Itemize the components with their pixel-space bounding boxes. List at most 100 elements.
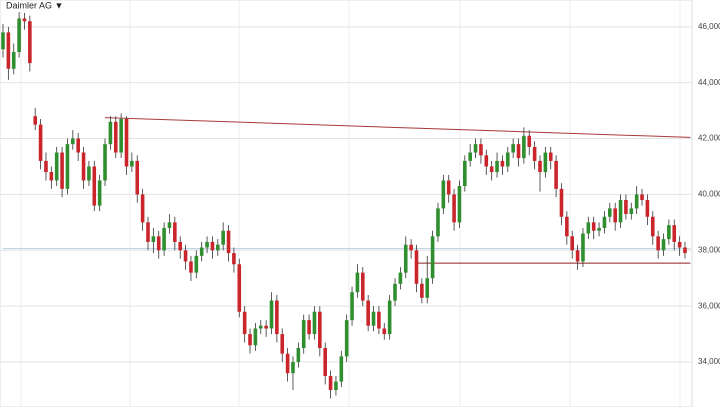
candle-body bbox=[403, 244, 408, 273]
candle-body bbox=[414, 250, 419, 284]
candle-body bbox=[463, 160, 467, 187]
candle-body bbox=[221, 230, 225, 245]
candle-body bbox=[597, 227, 601, 231]
candle-body bbox=[554, 160, 558, 189]
candle-body bbox=[296, 348, 301, 363]
candle-body bbox=[360, 272, 365, 301]
candle-body bbox=[548, 152, 553, 161]
candle-body bbox=[457, 186, 462, 223]
candle-body bbox=[237, 264, 242, 312]
candle-body bbox=[591, 222, 596, 231]
candle-body bbox=[162, 227, 166, 251]
candle-body bbox=[382, 328, 387, 335]
y-tick-label: 40,000 bbox=[698, 190, 720, 199]
candle-body bbox=[156, 236, 161, 251]
candle-body bbox=[183, 250, 188, 262]
candle-body bbox=[613, 208, 617, 223]
candle-body bbox=[677, 241, 682, 248]
candle-body bbox=[264, 325, 268, 329]
candle-body bbox=[108, 121, 113, 145]
candle-body bbox=[608, 208, 612, 217]
candle-body bbox=[511, 144, 515, 153]
candle-body bbox=[538, 160, 542, 173]
candle-body bbox=[452, 194, 456, 223]
candle-body bbox=[672, 225, 677, 242]
y-tick-label: 38,000 bbox=[698, 245, 720, 254]
candle-body bbox=[495, 160, 499, 173]
candle-body bbox=[420, 283, 424, 298]
candle-body bbox=[253, 328, 258, 346]
candle-body bbox=[71, 138, 75, 145]
candle-body bbox=[167, 222, 172, 228]
candle-body bbox=[377, 311, 381, 329]
candle-body bbox=[355, 272, 360, 293]
candle-body bbox=[645, 200, 650, 217]
candle-body bbox=[60, 152, 64, 189]
candle-body bbox=[291, 362, 295, 374]
chart-title[interactable]: Daimler AG ▼ bbox=[6, 0, 63, 10]
y-tick-label: 44,000 bbox=[698, 78, 720, 87]
candle-body bbox=[119, 118, 123, 153]
candle-body bbox=[205, 241, 209, 248]
candle-body bbox=[661, 239, 666, 251]
candle-body bbox=[146, 222, 150, 242]
time-grid bbox=[20, 0, 681, 407]
candle-body bbox=[650, 216, 655, 237]
candle-body bbox=[140, 194, 145, 223]
candle-body bbox=[570, 236, 575, 251]
candle-body bbox=[656, 236, 660, 251]
candle-body bbox=[479, 144, 483, 156]
candle-body bbox=[387, 300, 392, 335]
y-tick-label: 36,000 bbox=[698, 301, 720, 310]
candle-body bbox=[398, 272, 403, 284]
candle-body bbox=[81, 152, 86, 181]
candle-body bbox=[446, 180, 451, 195]
candle-body bbox=[489, 166, 494, 173]
candle-body bbox=[581, 233, 585, 262]
candle-body bbox=[87, 166, 91, 181]
candle-body bbox=[436, 208, 440, 237]
candle-body bbox=[199, 247, 204, 256]
candle-body bbox=[634, 194, 639, 209]
y-tick-label: 46,000 bbox=[698, 22, 720, 31]
candle-body bbox=[527, 135, 532, 147]
candle-body bbox=[301, 320, 306, 349]
candle-body bbox=[54, 152, 59, 181]
candle-body bbox=[258, 325, 263, 329]
candle-body bbox=[178, 241, 183, 251]
candle-body bbox=[44, 160, 48, 173]
y-tick-label: 34,000 bbox=[698, 357, 720, 366]
candle-body bbox=[602, 216, 607, 228]
candle-body bbox=[425, 278, 430, 298]
candle-body bbox=[522, 135, 526, 159]
candle-body bbox=[565, 216, 569, 237]
candle-body bbox=[216, 244, 220, 251]
candle-body bbox=[151, 236, 156, 242]
candle-body bbox=[194, 255, 199, 273]
candle-body bbox=[22, 18, 27, 22]
candle-body bbox=[312, 311, 317, 335]
candle-body bbox=[103, 144, 107, 181]
candle-body bbox=[366, 300, 370, 326]
candle-body bbox=[275, 300, 279, 335]
candle-body bbox=[1, 32, 5, 50]
candle-body bbox=[618, 200, 623, 223]
candle-body bbox=[473, 144, 478, 153]
candle-body bbox=[11, 51, 16, 69]
candle-body bbox=[624, 200, 628, 214]
candle-body bbox=[344, 320, 349, 357]
candle-body bbox=[393, 283, 397, 301]
candle-body bbox=[441, 180, 446, 209]
candle-body bbox=[226, 230, 231, 254]
candle-body bbox=[559, 188, 564, 217]
candle-body bbox=[640, 194, 644, 201]
candle-body bbox=[173, 222, 177, 242]
candle-body bbox=[113, 121, 118, 153]
candle-body bbox=[135, 160, 140, 195]
candle-body bbox=[334, 381, 338, 390]
candle-body bbox=[130, 160, 134, 167]
candle-body bbox=[575, 250, 580, 262]
candle-body bbox=[667, 225, 671, 240]
candle-body bbox=[65, 144, 70, 189]
candle-body bbox=[92, 166, 97, 206]
